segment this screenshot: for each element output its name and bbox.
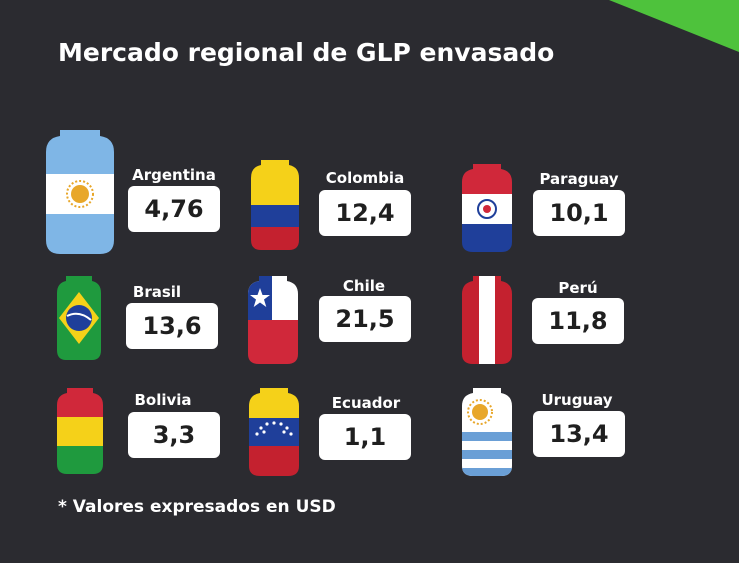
value-box-uruguay: 13,4 [533, 411, 625, 457]
country-name-colombia: Colombia [325, 169, 405, 187]
value-box-bolivia: 3,3 [128, 412, 220, 458]
value-box-paraguay: 10,1 [533, 190, 625, 236]
venezuela-flag-icon [249, 388, 299, 476]
country-name-argentina: Argentina [132, 166, 216, 184]
value-box-colombia: 12,4 [319, 190, 411, 236]
page-title: Mercado regional de GLP envasado [58, 38, 555, 67]
country-name-bolivia: Bolivia [134, 391, 192, 409]
brazil-flag-icon [57, 276, 101, 360]
country-name-peru: Perú [558, 279, 598, 297]
country-name-brasil: Brasil [132, 283, 182, 301]
value-box-chile: 21,5 [319, 296, 411, 342]
corner-accent-triangle [609, 0, 739, 52]
value-box-peru: 11,8 [532, 298, 624, 344]
country-name-uruguay: Uruguay [541, 391, 613, 409]
country-name-chile: Chile [342, 277, 386, 295]
country-name-ecuador: Ecuador [331, 394, 401, 412]
argentina-flag-icon [46, 130, 114, 254]
uruguay-flag-icon [462, 388, 512, 476]
value-box-brasil: 13,6 [126, 303, 218, 349]
bolivia-flag-icon [57, 388, 103, 474]
country-name-paraguay: Paraguay [539, 170, 619, 188]
peru-flag-icon [462, 276, 512, 364]
value-box-ecuador: 1,1 [319, 414, 411, 460]
chile-flag-icon [248, 276, 298, 364]
value-box-argentina: 4,76 [128, 186, 220, 232]
footnote: * Valores expresados en USD [58, 497, 336, 517]
colombia-flag-icon [251, 160, 299, 250]
paraguay-flag-icon [462, 164, 512, 252]
